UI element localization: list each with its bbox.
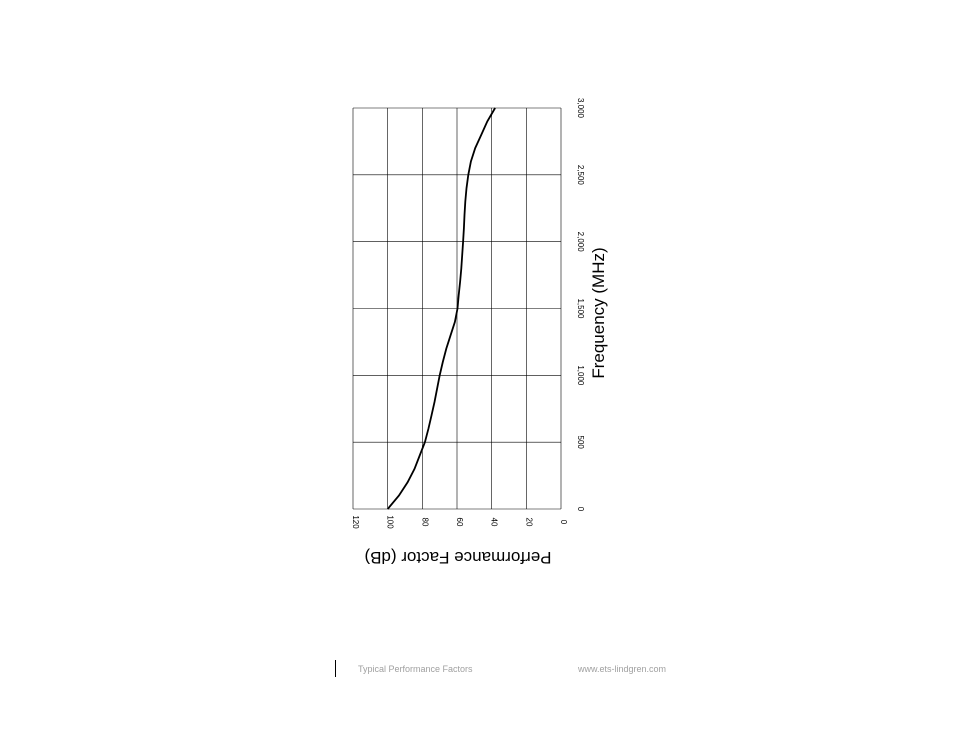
- x-tick-label: 3,000: [576, 98, 585, 119]
- x-tick-label: 2,500: [576, 165, 585, 186]
- x-tick-label: 2,000: [576, 232, 585, 253]
- y-tick-label: 20: [524, 518, 533, 527]
- y-axis-label: Performance Factor (dB): [364, 548, 551, 567]
- y-tick-label: 120: [351, 515, 360, 529]
- x-axis-label: Frequency (MHz): [589, 247, 608, 378]
- footer-url[interactable]: www.ets-lindgren.com: [578, 664, 667, 674]
- y-tick-label: 40: [490, 518, 499, 527]
- x-tick-label: 0: [576, 507, 585, 512]
- series-line: [387, 107, 496, 510]
- y-tick-label: 100: [386, 515, 395, 529]
- y-tick-labels: 0 20 40 60 80 100 120: [351, 515, 568, 529]
- x-tick-label: 1,000: [576, 365, 585, 386]
- y-tick-label: 60: [455, 518, 464, 527]
- x-tick-label: 1,500: [576, 298, 585, 319]
- y-tick-label: 0: [559, 520, 568, 525]
- grid: [352, 107, 562, 510]
- x-tick-labels: 0 500 1,000 1,500 2,000 2,500 3,000: [576, 98, 585, 512]
- y-tick-label: 80: [420, 518, 429, 527]
- footer-divider: [335, 660, 336, 677]
- x-tick-label: 500: [576, 435, 585, 449]
- footer-title: Typical Performance Factors: [358, 664, 473, 674]
